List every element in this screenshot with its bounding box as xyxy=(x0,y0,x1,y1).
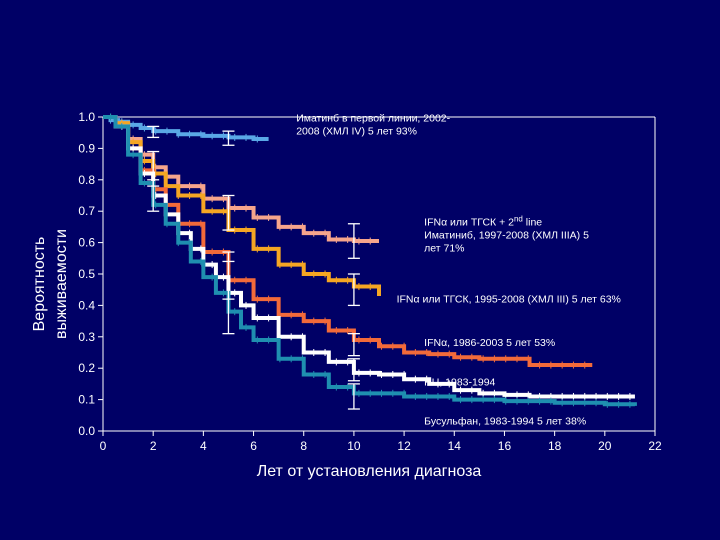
x-tick-label: 12 xyxy=(397,439,411,453)
error-bar xyxy=(222,251,235,335)
x-tick-label: 0 xyxy=(100,439,107,453)
x-tick-label: 8 xyxy=(300,439,307,453)
survival-curve-2 xyxy=(103,115,379,244)
series-layer xyxy=(103,113,637,408)
y-tick-label: 0.1 xyxy=(78,393,95,407)
y-tick-label: 0.6 xyxy=(78,236,95,250)
x-tick-label: 2 xyxy=(150,439,157,453)
axes xyxy=(102,116,656,432)
y-axis-title-line-1: Вероятность xyxy=(31,237,48,332)
x-tick-label: 4 xyxy=(200,439,207,453)
error-bar xyxy=(222,194,235,231)
x-tick-label: 14 xyxy=(448,439,462,453)
error-bar xyxy=(347,383,360,410)
annotation-line: Бусульфан, 1983-1994 5 лет 38% xyxy=(424,416,586,428)
x-tick-label: 16 xyxy=(498,439,512,453)
error-bar xyxy=(347,333,360,357)
error-bar xyxy=(347,358,360,382)
annotation-line: лет 71% xyxy=(424,242,464,254)
annotation-line: Иматинб в первой линии, 2002- xyxy=(296,113,450,125)
x-axis-title: Лет от установления диагноза xyxy=(257,463,482,480)
survival-curve-3 xyxy=(103,115,381,296)
annotation-line: 2008 (ХМЛ IV) 5 лет 93% xyxy=(296,126,417,138)
y-tick-label: 0.5 xyxy=(78,267,95,281)
series-annotation-4: IFNα, 1986-2003 5 лет 53% xyxy=(424,337,555,349)
y-tick-label: 1.0 xyxy=(78,110,95,124)
annotation-line: IFNα, 1986-2003 5 лет 53% xyxy=(424,337,555,349)
y-tick-label: 0.2 xyxy=(78,361,95,375)
y-tick-label: 0.9 xyxy=(78,141,95,155)
series-annotation-5: HU, 1983-1994 xyxy=(424,376,495,388)
x-tick-label: 10 xyxy=(347,439,361,453)
x-tick-label: 18 xyxy=(548,439,562,453)
y-tick-label: 0.7 xyxy=(78,204,95,218)
annotation-line: Иматиниб, 1997-2008 (ХМЛ IIIA) 5 xyxy=(424,229,589,241)
error-bar xyxy=(147,179,160,212)
error-bar xyxy=(347,223,360,259)
annotation-line: HU, 1983-1994 xyxy=(424,376,495,388)
x-tick-label: 20 xyxy=(598,439,612,453)
y-tick-label: 0.4 xyxy=(78,298,95,312)
annotation-line: IFNα или ТГСК + 2nd line xyxy=(424,214,542,228)
series-annotation-3: IFNα или ТГСК, 1995-2008 (ХМЛ III) 5 лет… xyxy=(397,293,621,305)
x-tick-label: 22 xyxy=(648,439,662,453)
y-axis-title-line-2: выживаемости xyxy=(53,229,70,339)
error-bar xyxy=(347,273,360,307)
y-tick-label: 0.3 xyxy=(78,330,95,344)
error-bar xyxy=(147,125,160,139)
series-annotation-1: Иматинб в первой линии, 2002-2008 (ХМЛ I… xyxy=(296,113,450,138)
survival-curve-5 xyxy=(103,115,635,399)
y-tick-label: 0.8 xyxy=(78,173,95,187)
survival-curve-6 xyxy=(103,115,637,407)
errorbar-layer xyxy=(147,125,360,410)
series-annotation-6: Бусульфан, 1983-1994 5 лет 38% xyxy=(424,416,586,428)
y-ticks: 0.0 0.1 0.2 0.3 0.4 0.5 0.6 0.7 0.8 0.9 1.0 xyxy=(78,110,103,438)
y-tick-label: 0.0 xyxy=(78,424,95,438)
x-tick-label: 6 xyxy=(250,439,257,453)
annotation-line: IFNα или ТГСК, 1995-2008 (ХМЛ III) 5 лет… xyxy=(397,293,621,305)
error-bar xyxy=(222,130,235,146)
x-ticks: 0 2 4 6 8 10 12 14 16 18 20 22 xyxy=(100,431,662,453)
annotation-layer: Иматинб в первой линии, 2002-2008 (ХМЛ I… xyxy=(296,113,621,428)
